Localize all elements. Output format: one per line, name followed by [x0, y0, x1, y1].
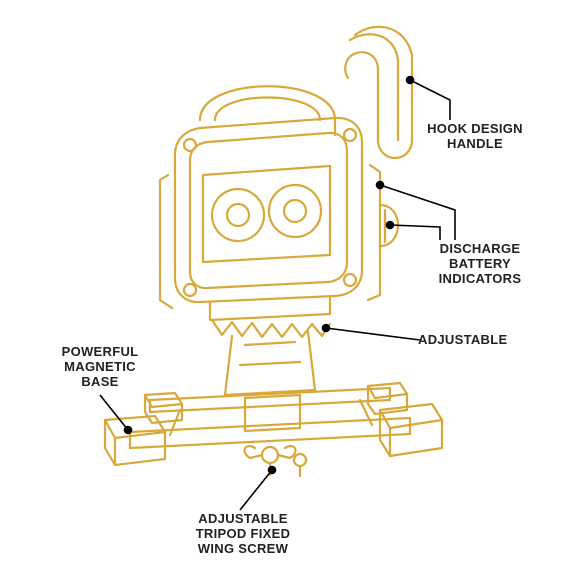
- text: HANDLE: [447, 136, 503, 151]
- text: TRIPOD FIXED: [196, 526, 291, 541]
- text: INDICATORS: [439, 271, 522, 286]
- text: DISCHARGE: [440, 241, 521, 256]
- leader-lines: [0, 0, 585, 585]
- text: ADJUSTABLE: [418, 332, 507, 347]
- text: WING SCREW: [198, 541, 288, 556]
- text: POWERFUL: [62, 344, 139, 359]
- label-magnetic-base: POWERFUL MAGNETIC BASE: [45, 345, 155, 390]
- diagram-canvas: HOOK DESIGN HANDLE DISCHARGE BATTERY IND…: [0, 0, 585, 585]
- text: BATTERY: [449, 256, 511, 271]
- label-adjustable: ADJUSTABLE: [418, 333, 528, 348]
- label-discharge: DISCHARGE BATTERY INDICATORS: [420, 242, 540, 287]
- text: ADJUSTABLE: [198, 511, 287, 526]
- text: MAGNETIC: [64, 359, 136, 374]
- text: HOOK DESIGN: [427, 121, 523, 136]
- label-wing-screw: ADJUSTABLE TRIPOD FIXED WING SCREW: [178, 512, 308, 557]
- label-hook-handle: HOOK DESIGN HANDLE: [410, 122, 540, 152]
- text: BASE: [81, 374, 118, 389]
